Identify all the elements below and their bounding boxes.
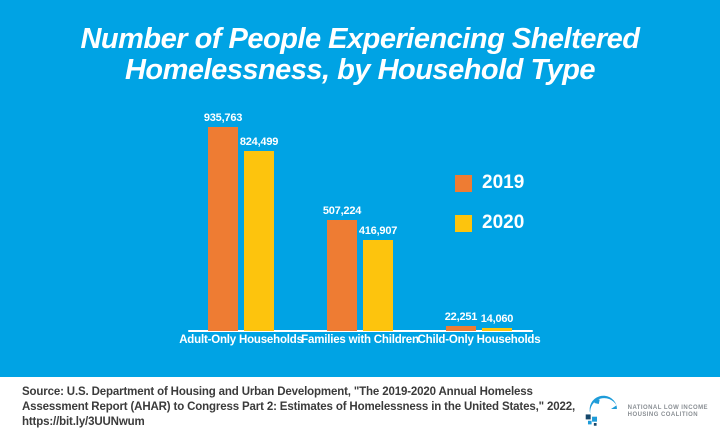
logo-wordmark-line1: NATIONAL LOW INCOME bbox=[627, 404, 708, 411]
bar-2020-adult-only-households bbox=[244, 151, 274, 331]
chart-title: Number of People Experiencing Sheltered … bbox=[0, 24, 720, 86]
legend-swatch-2019 bbox=[455, 174, 472, 192]
x-axis-line bbox=[188, 330, 533, 332]
chart-title-line2: Homelessness, by Household Type bbox=[124, 54, 596, 86]
value-label-2020-child-only-households: 14,060 bbox=[480, 313, 514, 325]
footer: Source: U.S. Department of Housing and U… bbox=[0, 377, 720, 442]
source-line-1: Source: U.S. Department of Housing and U… bbox=[22, 386, 533, 398]
bar-2020-families-with-children bbox=[363, 240, 393, 331]
category-label-child-only-households: Child-Only Households bbox=[417, 334, 541, 346]
value-label-2020-families-with-children: 416,907 bbox=[358, 225, 398, 237]
category-label-families-with-children: Families with Children bbox=[301, 334, 419, 346]
bar-2019-adult-only-households bbox=[208, 127, 238, 331]
bar-2020-child-only-households bbox=[482, 328, 512, 331]
legend-item-2019: 2019 bbox=[455, 172, 524, 194]
legend-label-2020: 2020 bbox=[482, 212, 525, 233]
value-label-2019-child-only-households: 22,251 bbox=[444, 311, 478, 323]
legend: 2019 2020 bbox=[455, 172, 524, 252]
value-label-2019-families-with-children: 507,224 bbox=[322, 205, 362, 217]
legend-item-2020: 2020 bbox=[455, 212, 524, 234]
legend-label-2019: 2019 bbox=[482, 172, 525, 193]
nlihc-logo: NATIONAL LOW INCOME HOUSING COALITION bbox=[583, 390, 708, 433]
chart-title-line1: Number of People Experiencing Sheltered bbox=[80, 23, 640, 55]
house-icon bbox=[583, 390, 621, 433]
value-label-2020-adult-only-households: 824,499 bbox=[239, 136, 279, 148]
category-label-adult-only-households: Adult-Only Households bbox=[179, 334, 303, 346]
source-citation: Source: U.S. Department of Housing and U… bbox=[22, 385, 592, 430]
legend-swatch-2020 bbox=[455, 214, 472, 232]
bar-2019-families-with-children bbox=[327, 220, 357, 331]
bar-2019-child-only-households bbox=[446, 326, 476, 331]
value-label-2019-adult-only-households: 935,763 bbox=[203, 112, 243, 124]
source-line-2: Assessment Report (AHAR) to Congress Par… bbox=[22, 401, 575, 413]
logo-wordmark: NATIONAL LOW INCOME HOUSING COALITION bbox=[628, 405, 708, 419]
logo-wordmark-line2: HOUSING COALITION bbox=[627, 411, 698, 418]
source-line-3: https://bit.ly/3UUNwum bbox=[22, 416, 145, 428]
